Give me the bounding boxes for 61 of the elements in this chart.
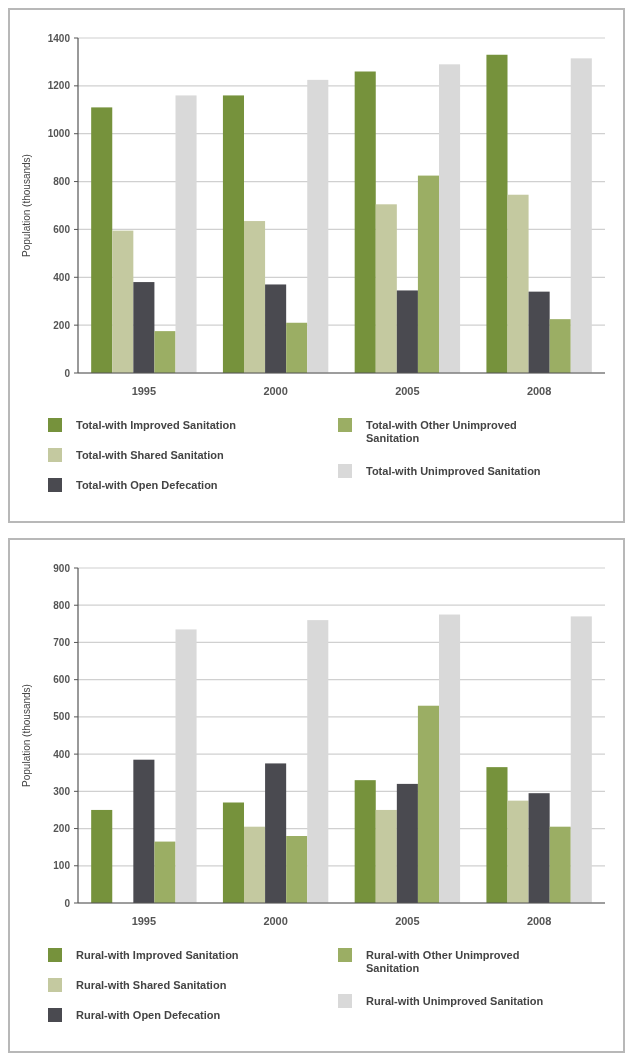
y-tick-label: 700 xyxy=(53,636,71,648)
x-tick-label: 1995 xyxy=(131,385,157,397)
bar xyxy=(286,322,308,373)
bar xyxy=(354,71,376,373)
x-tick-label: 2000 xyxy=(263,915,288,927)
bar xyxy=(222,95,245,373)
y-tick-label: 100 xyxy=(53,860,71,872)
bar xyxy=(154,841,176,903)
y-tick-label: 500 xyxy=(53,711,71,723)
bar xyxy=(154,331,176,373)
y-tick-label: 800 xyxy=(53,176,71,188)
bar xyxy=(507,800,529,903)
y-tick-label: 200 xyxy=(53,823,71,835)
x-tick-label: 2000 xyxy=(263,385,288,397)
bar xyxy=(417,705,439,903)
y-tick-label: 900 xyxy=(53,562,71,574)
legend-label: Total-with Other Unimproved Sanitation xyxy=(366,418,517,445)
bar xyxy=(486,767,508,903)
bar xyxy=(286,836,308,903)
x-tick-label: 2008 xyxy=(526,915,552,927)
bar xyxy=(375,204,397,373)
y-tick-label: 1000 xyxy=(47,128,71,140)
bar xyxy=(417,175,439,373)
y-axis-title: Population (thousands) xyxy=(21,154,32,257)
y-tick-label: 1400 xyxy=(47,32,71,44)
bar xyxy=(507,194,529,373)
bar xyxy=(549,319,571,373)
bar xyxy=(112,230,134,373)
bar xyxy=(222,802,245,903)
x-tick-label: 2005 xyxy=(395,385,420,397)
y-tick-label: 0 xyxy=(64,367,71,379)
y-tick-label: 400 xyxy=(53,748,71,760)
y-tick-label: 1200 xyxy=(47,80,71,92)
legend-label: Total-with Open Defecation xyxy=(76,478,218,491)
y-tick-label: 400 xyxy=(53,271,71,283)
bar xyxy=(375,809,397,903)
legend-label: Rural-with Other Unimproved Sanitation xyxy=(366,948,520,975)
legend-label: Total-with Unimproved Sanitation xyxy=(366,464,541,477)
x-tick-label: 1995 xyxy=(131,915,157,927)
legend-label: Rural-with Unimproved Sanitation xyxy=(366,994,544,1007)
legend-label: Total-with Shared Sanitation xyxy=(76,448,224,461)
legend-label: Rural-with Open Defecation xyxy=(76,1008,221,1021)
y-axis-title: Population (thousands) xyxy=(21,684,32,787)
bar xyxy=(244,826,266,903)
bar xyxy=(244,221,266,373)
legend-label: Rural-with Improved Sanitation xyxy=(76,948,239,961)
x-tick-label: 2008 xyxy=(526,385,552,397)
y-tick-label: 600 xyxy=(53,674,71,686)
bar xyxy=(91,809,113,903)
y-tick-label: 800 xyxy=(53,599,71,611)
y-tick-label: 0 xyxy=(64,897,71,909)
y-tick-label: 300 xyxy=(53,785,71,797)
bar xyxy=(91,107,113,373)
legend-label: Total-with Improved Sanitation xyxy=(76,418,237,431)
y-tick-label: 600 xyxy=(53,223,71,235)
bar xyxy=(354,780,376,903)
x-tick-label: 2005 xyxy=(395,915,420,927)
bar xyxy=(549,826,571,903)
y-tick-label: 200 xyxy=(53,319,71,331)
bar xyxy=(486,54,508,373)
legend-label: Rural-with Shared Sanitation xyxy=(76,978,227,991)
